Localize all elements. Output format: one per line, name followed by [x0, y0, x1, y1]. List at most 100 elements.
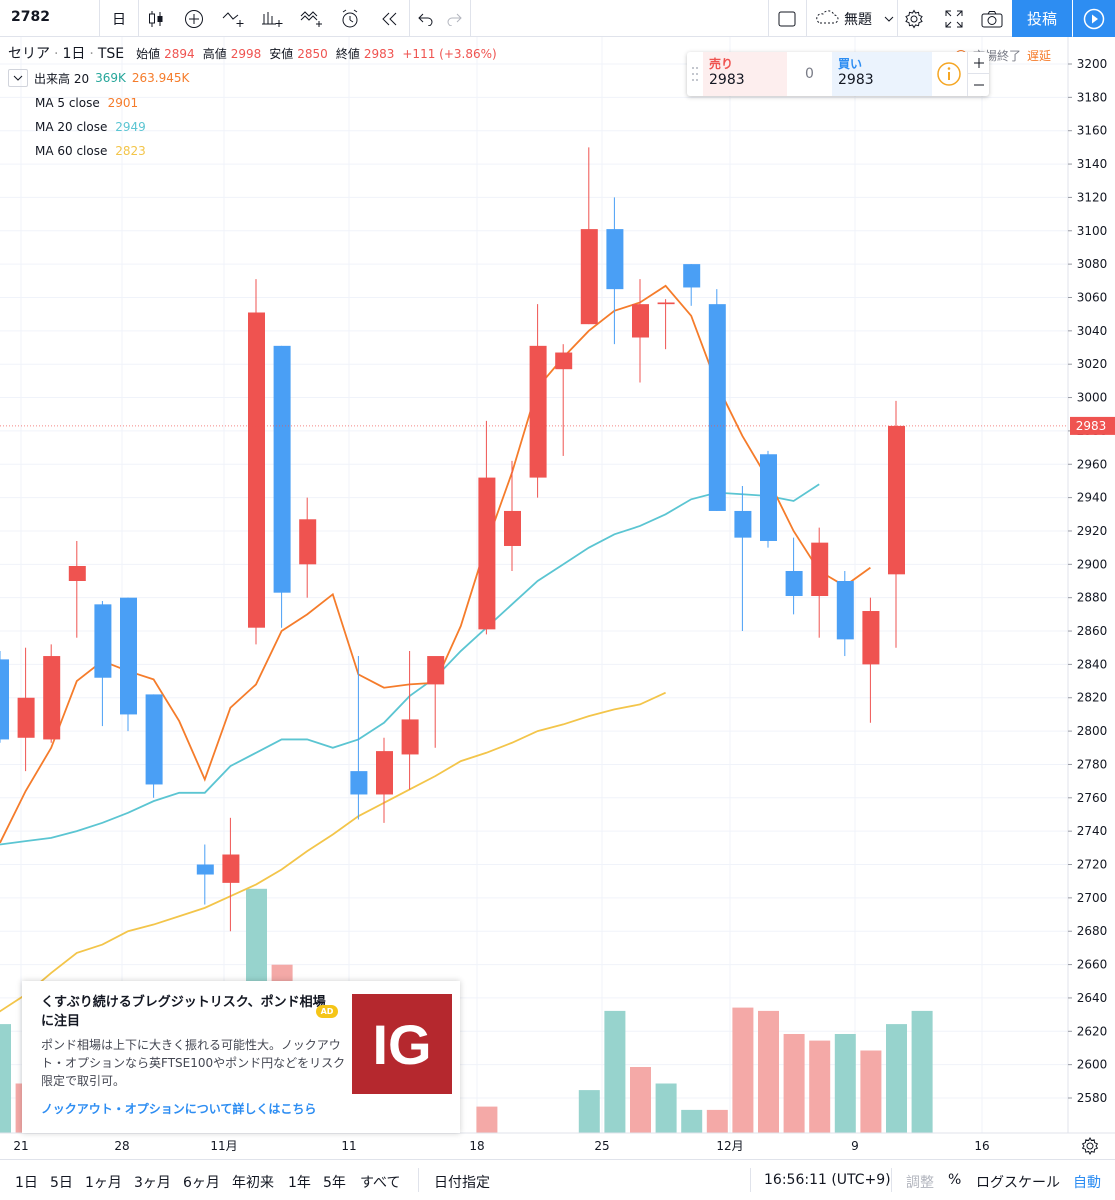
sell-price: 2983 [709, 72, 745, 88]
price-tick-label: 2760 [1077, 791, 1108, 805]
volume-legend[interactable]: 出来高 20 369K 263.945K [8, 69, 189, 87]
auto-scale-toggle[interactable]: 自動 [1073, 1175, 1101, 1191]
delay-badge: 遅延 [1027, 49, 1052, 63]
fullscreen-select-icon[interactable] [770, 0, 804, 37]
volume-bar [0, 1024, 11, 1133]
info-icon[interactable] [936, 61, 962, 87]
add-indicator-icon[interactable] [176, 0, 212, 37]
price-tick-label: 2960 [1077, 457, 1108, 471]
buy-button[interactable]: 買い 2983 [832, 52, 932, 96]
axis-settings-gear-icon[interactable] [1081, 1136, 1099, 1156]
range-6m[interactable]: 6ヶ月 [183, 1175, 220, 1191]
chevron-down-icon [884, 11, 894, 27]
price-tick-label: 2860 [1077, 624, 1108, 638]
volume-bar [834, 1034, 856, 1133]
high-label: 高値 [202, 47, 227, 61]
layout-name: 無題 [844, 11, 872, 28]
candle-body [478, 477, 496, 630]
play-icon[interactable] [1073, 0, 1115, 37]
ma5-legend[interactable]: MA 5 close 2901 [35, 96, 138, 110]
quantity-field[interactable]: 0 [805, 66, 814, 82]
goto-date-button[interactable]: 日付指定 [434, 1175, 490, 1191]
ad-banner[interactable]: くすぶり続けるブレグジットリスク、ポンド相場に注目 AD ポンド相場は上下に大き… [22, 981, 460, 1133]
templates-icon[interactable] [294, 0, 330, 37]
layout-menu-button[interactable]: 無題 [808, 0, 896, 37]
price-tick-label: 2900 [1077, 557, 1108, 571]
indicators-icon[interactable] [255, 0, 291, 37]
last-price-badge [1070, 416, 1115, 435]
candle-body [196, 864, 214, 875]
camera-icon[interactable] [975, 0, 1009, 37]
candles [0, 147, 1068, 932]
price-tick-label: 2720 [1077, 858, 1108, 872]
open-value: 2894 [164, 47, 195, 61]
toolbar-divider [768, 0, 769, 37]
log-scale-toggle[interactable]: ログスケール [976, 1175, 1060, 1191]
replay-icon[interactable] [372, 0, 408, 37]
range-5y[interactable]: 5年 [323, 1175, 346, 1191]
toolbar-divider [470, 0, 471, 37]
volume-bar [476, 1106, 498, 1133]
price-tick-label: 2840 [1077, 657, 1108, 671]
price-tick-label: 3200 [1077, 57, 1108, 71]
ma60-legend[interactable]: MA 60 close 2823 [35, 144, 146, 158]
toolbar-divider [138, 0, 139, 37]
adjust-toggle[interactable]: 調整 [906, 1175, 934, 1191]
cloud-icon [814, 9, 840, 29]
range-ytd[interactable]: 年初来 [232, 1175, 274, 1191]
volume-bar [783, 1034, 805, 1133]
close-value: 2983 [363, 47, 395, 61]
fullscreen-icon[interactable] [938, 0, 970, 37]
plus-icon[interactable] [967, 52, 989, 74]
range-all[interactable]: すべて [360, 1175, 401, 1191]
candle-body [17, 697, 35, 738]
alert-clock-icon[interactable] [333, 0, 369, 37]
drag-handle-icon[interactable] [691, 65, 699, 83]
ad-badge: AD [316, 1005, 338, 1018]
candle-body [734, 510, 752, 538]
range-3m[interactable]: 3ヶ月 [134, 1175, 171, 1191]
price-tick-label: 2780 [1077, 757, 1108, 771]
candle-body [504, 510, 521, 546]
candle-body [888, 425, 905, 575]
range-1y[interactable]: 1年 [288, 1175, 311, 1191]
price-tick-label: 2920 [1077, 524, 1108, 538]
minus-icon[interactable] [967, 74, 989, 96]
volume-bar [706, 1109, 728, 1133]
percent-toggle[interactable]: % [948, 1172, 962, 1188]
range-5d[interactable]: 5日 [50, 1175, 73, 1191]
compare-icon[interactable] [216, 0, 252, 37]
gear-icon[interactable] [899, 0, 929, 37]
ma20-legend[interactable]: MA 20 close 2949 [35, 120, 146, 134]
interval-button[interactable]: 日 [112, 11, 126, 28]
low-label: 安値 [269, 47, 294, 61]
range-1d[interactable]: 1日 [15, 1175, 38, 1191]
undo-icon[interactable] [412, 0, 440, 37]
candle-body [606, 229, 624, 290]
symbol-search[interactable]: 2782 [0, 0, 100, 37]
candle-body [555, 352, 573, 370]
price-tick-label: 2640 [1077, 991, 1108, 1005]
ad-link[interactable]: ノックアウト・オプションについて詳しくはこちら [41, 1102, 317, 1116]
ad-title: くすぶり続けるブレグジットリスク、ポンド相場に注目 [41, 995, 326, 1029]
volume-bar [886, 1024, 907, 1133]
buy-price: 2983 [838, 72, 874, 88]
ma60-line [0, 691, 666, 1013]
redo-icon[interactable] [440, 0, 468, 37]
collapse-legend-button[interactable] [8, 69, 28, 87]
sell-button[interactable]: 売り 2983 [703, 52, 787, 96]
candle-body [632, 304, 649, 338]
symbol-legend[interactable]: セリア · 1日 · TSE 始値 2894 高値 2998 安値 2850 終値 29… [8, 43, 497, 63]
price-tick-label: 2680 [1077, 924, 1108, 938]
candle-body [401, 719, 419, 755]
post-button[interactable]: 投稿 [1012, 0, 1072, 37]
volume-bar [758, 1010, 779, 1133]
volume-value-2: 263.945K [131, 71, 190, 85]
ig-logo: IG [352, 994, 452, 1094]
price-chart[interactable]: 3200 3180 3160 3140 3120 3100 3080 3060 3040 3020… [0, 37, 1115, 1159]
clock-time[interactable]: 16:56:11 (UTC+9) [764, 1172, 891, 1188]
candle-body [708, 304, 726, 511]
candle-body [273, 345, 291, 593]
candle-style-icon[interactable] [138, 0, 174, 37]
range-1m[interactable]: 1ヶ月 [85, 1175, 122, 1191]
